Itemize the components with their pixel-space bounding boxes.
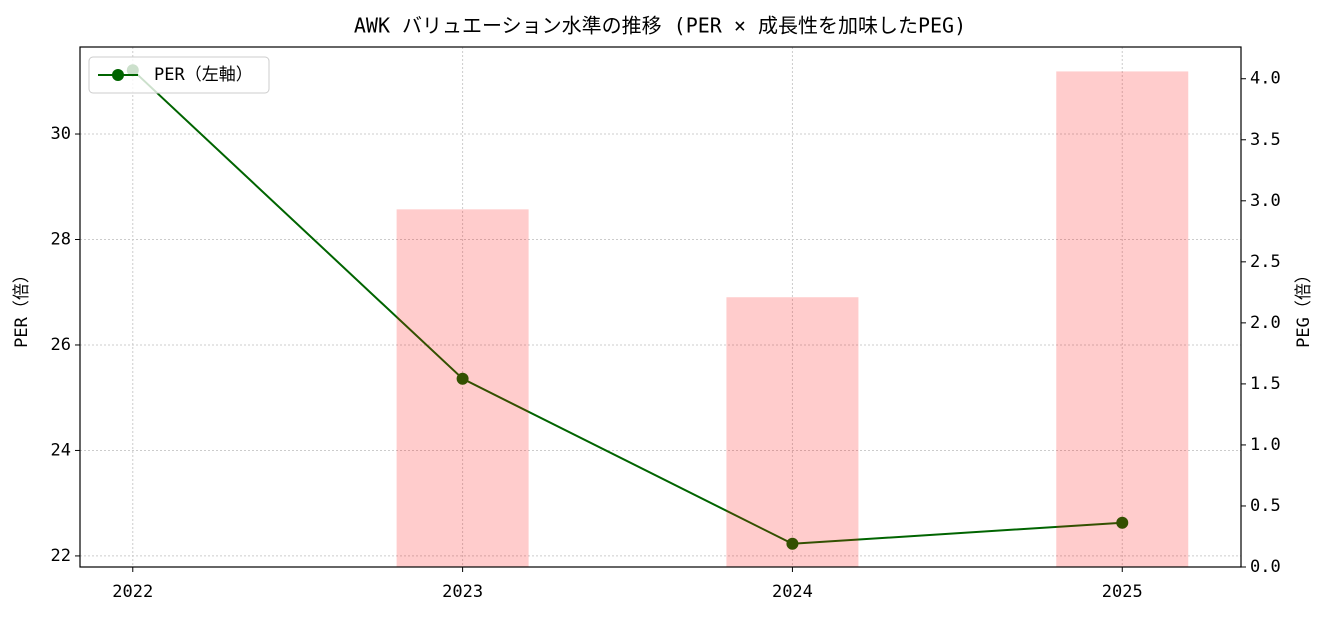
marker — [1116, 516, 1129, 529]
y2-tick-label: 3.5 — [1250, 130, 1281, 150]
y2-tick-label: 4.0 — [1250, 69, 1281, 89]
x-tick-label: 2024 — [772, 582, 813, 602]
legend-box — [88, 56, 270, 94]
y2-axis-label: PEG（倍） — [1294, 266, 1314, 348]
marker — [786, 537, 799, 550]
y-tick-label: 22 — [51, 546, 71, 566]
legend-label: PER（左軸） — [154, 65, 253, 85]
bar — [726, 297, 859, 567]
plot-frame — [79, 46, 1242, 568]
legend: PER（左軸） — [88, 56, 270, 94]
bar — [396, 209, 529, 567]
line — [132, 69, 1123, 545]
y-tick-label: 28 — [51, 229, 71, 249]
y2-tick-label: 3.0 — [1250, 191, 1281, 211]
bar — [1056, 71, 1189, 567]
x-tick-label: 2023 — [442, 582, 483, 602]
y-axis-label: PER（倍） — [12, 266, 32, 348]
y2-tick-label: 1.5 — [1250, 374, 1281, 394]
y2-tick-label: 0.5 — [1250, 496, 1281, 516]
x-tick-label: 2025 — [1102, 582, 1143, 602]
y2-tick-label: 2.0 — [1250, 313, 1281, 333]
legend-marker — [112, 69, 124, 81]
y2-tick-label: 0.0 — [1250, 557, 1281, 577]
x-tick-label: 2022 — [112, 582, 153, 602]
y2-tick-label: 2.5 — [1250, 252, 1281, 272]
marker — [456, 372, 469, 385]
y-tick-label: 26 — [51, 335, 71, 355]
chart-title: AWK バリュエーション水準の推移 (PER × 成長性を加味したPEG) — [354, 14, 966, 38]
y2-tick-label: 1.0 — [1250, 435, 1281, 455]
y-tick-label: 30 — [51, 124, 71, 144]
y-tick-label: 24 — [51, 440, 71, 460]
